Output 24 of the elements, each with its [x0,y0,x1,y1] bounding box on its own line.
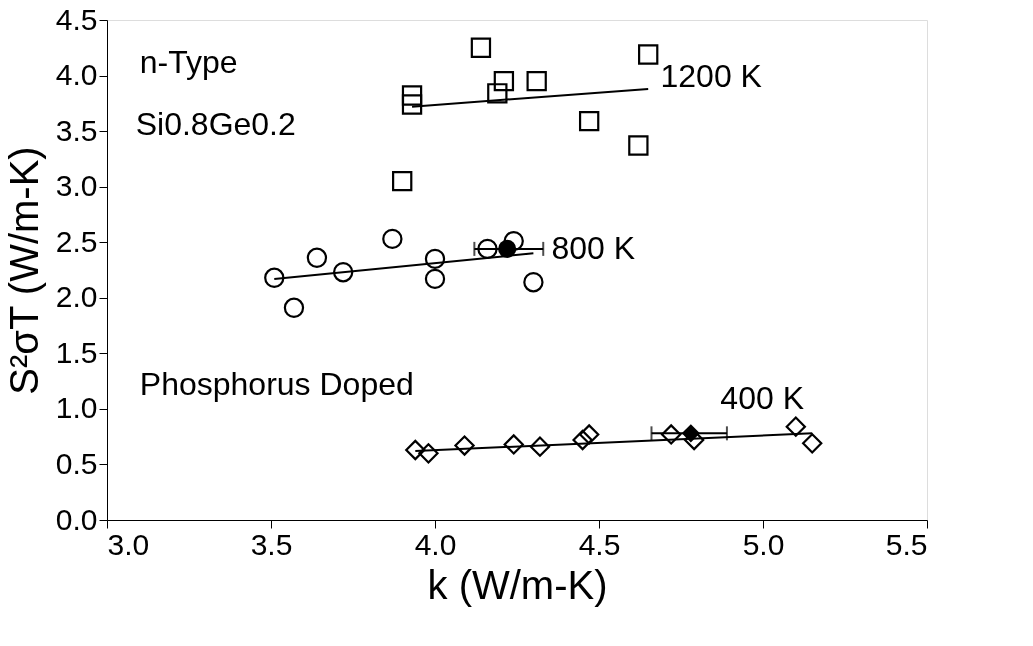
y-tick-label: 4.5 [55,2,98,36]
y-tick-label: 3.5 [55,113,98,147]
x-tick-label: 5.0 [742,527,785,561]
y-tick-label: 2.5 [55,224,98,258]
y-axis-title: S²σT (W/m-K) [1,146,46,395]
x-tick-label: 5.5 [885,527,928,561]
x-tick-label: 4.5 [578,527,621,561]
y-tick-label: 2.0 [55,280,98,314]
y-tick-label: 4.0 [55,58,98,92]
x-axis-title: k (W/m-K) [427,562,608,607]
y-tick-label: 1.0 [55,391,98,425]
y-tick-label: 0.0 [55,502,98,536]
x-tick-label: 3.0 [107,527,150,561]
y-tick-label: 3.0 [55,169,98,203]
annotation: Si0.8Ge0.2 [135,106,296,142]
y-tick-label: 0.5 [55,446,98,480]
annotation: 800 K [551,230,636,266]
annotation: Phosphorus Doped [139,366,414,402]
annotation: n-Type [139,43,238,80]
annotation: 1200 K [660,57,762,94]
annotation: 400 K [720,379,804,416]
y-tick-label: 1.5 [55,335,98,369]
x-tick-label: 3.5 [250,527,293,561]
x-tick-label: 4.0 [414,527,457,561]
